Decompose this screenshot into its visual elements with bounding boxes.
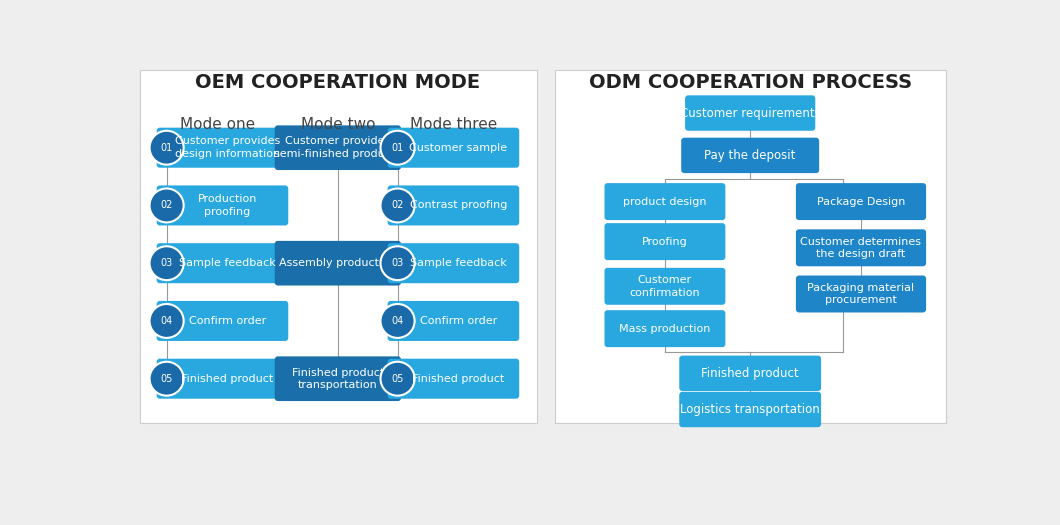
Text: Mode two: Mode two: [301, 117, 375, 132]
Circle shape: [149, 188, 183, 223]
FancyBboxPatch shape: [604, 183, 725, 220]
Text: Packaging material
procurement: Packaging material procurement: [808, 283, 915, 305]
Text: Sample feedback: Sample feedback: [410, 258, 507, 268]
FancyBboxPatch shape: [388, 185, 519, 225]
Text: Finished product: Finished product: [702, 367, 799, 380]
FancyBboxPatch shape: [388, 243, 519, 283]
Text: OEM COOPERATION MODE: OEM COOPERATION MODE: [195, 73, 480, 92]
Circle shape: [149, 362, 183, 396]
Text: ODM COOPERATION PROCESS: ODM COOPERATION PROCESS: [588, 73, 912, 92]
Text: Logistics transportation: Logistics transportation: [681, 403, 820, 416]
FancyBboxPatch shape: [157, 185, 288, 225]
Text: 04: 04: [391, 316, 404, 326]
Text: Customer requirements: Customer requirements: [679, 107, 820, 120]
Text: 05: 05: [391, 374, 404, 384]
FancyBboxPatch shape: [157, 301, 288, 341]
FancyBboxPatch shape: [679, 392, 822, 427]
Text: product design: product design: [623, 196, 707, 207]
Text: 01: 01: [391, 143, 404, 153]
Text: Confirm order: Confirm order: [420, 316, 497, 326]
Text: Mass production: Mass production: [619, 323, 710, 334]
FancyBboxPatch shape: [796, 229, 926, 266]
Text: Assembly production: Assembly production: [280, 258, 396, 268]
Circle shape: [381, 246, 414, 280]
Text: Customer sample: Customer sample: [409, 143, 508, 153]
FancyBboxPatch shape: [275, 356, 401, 401]
FancyBboxPatch shape: [796, 276, 926, 312]
Bar: [140, 70, 537, 423]
Text: Customer provides
design information: Customer provides design information: [175, 136, 280, 159]
Text: 01: 01: [160, 143, 173, 153]
Text: 02: 02: [391, 201, 404, 211]
Text: Mode one: Mode one: [180, 117, 255, 132]
Text: 04: 04: [160, 316, 173, 326]
Circle shape: [149, 131, 183, 165]
Text: Pay the deposit: Pay the deposit: [705, 149, 796, 162]
Text: Finished product: Finished product: [412, 374, 505, 384]
Bar: [554, 70, 947, 423]
FancyBboxPatch shape: [604, 268, 725, 305]
Text: Package Design: Package Design: [817, 196, 905, 207]
FancyBboxPatch shape: [275, 125, 401, 170]
Text: Contrast proofing: Contrast proofing: [410, 201, 508, 211]
Circle shape: [381, 362, 414, 396]
Circle shape: [149, 246, 183, 280]
Text: Customer provides
semi-finished products: Customer provides semi-finished products: [275, 136, 402, 159]
Text: Confirm order: Confirm order: [189, 316, 266, 326]
FancyBboxPatch shape: [679, 355, 822, 391]
Text: 02: 02: [160, 201, 173, 211]
FancyBboxPatch shape: [157, 128, 288, 167]
FancyBboxPatch shape: [157, 243, 288, 283]
FancyBboxPatch shape: [604, 223, 725, 260]
FancyBboxPatch shape: [796, 183, 926, 220]
Circle shape: [381, 304, 414, 338]
FancyBboxPatch shape: [682, 138, 819, 173]
FancyBboxPatch shape: [275, 241, 401, 286]
FancyBboxPatch shape: [157, 359, 288, 398]
FancyBboxPatch shape: [685, 96, 815, 131]
Circle shape: [381, 131, 414, 165]
Text: 05: 05: [160, 374, 173, 384]
Text: Mode three: Mode three: [410, 117, 498, 132]
FancyBboxPatch shape: [604, 310, 725, 347]
Circle shape: [149, 304, 183, 338]
Text: Finished product
transportation: Finished product transportation: [292, 368, 384, 390]
Text: Customer
confirmation: Customer confirmation: [630, 275, 701, 298]
Text: Production
proofing: Production proofing: [198, 194, 258, 217]
FancyBboxPatch shape: [388, 301, 519, 341]
Text: Sample feedback: Sample feedback: [179, 258, 276, 268]
FancyBboxPatch shape: [388, 359, 519, 398]
Text: Customer determines
the design draft: Customer determines the design draft: [800, 237, 921, 259]
Circle shape: [381, 188, 414, 223]
Text: Proofing: Proofing: [642, 237, 688, 247]
FancyBboxPatch shape: [388, 128, 519, 167]
Text: Finished product: Finished product: [181, 374, 273, 384]
Text: 03: 03: [160, 258, 173, 268]
Text: 03: 03: [391, 258, 404, 268]
